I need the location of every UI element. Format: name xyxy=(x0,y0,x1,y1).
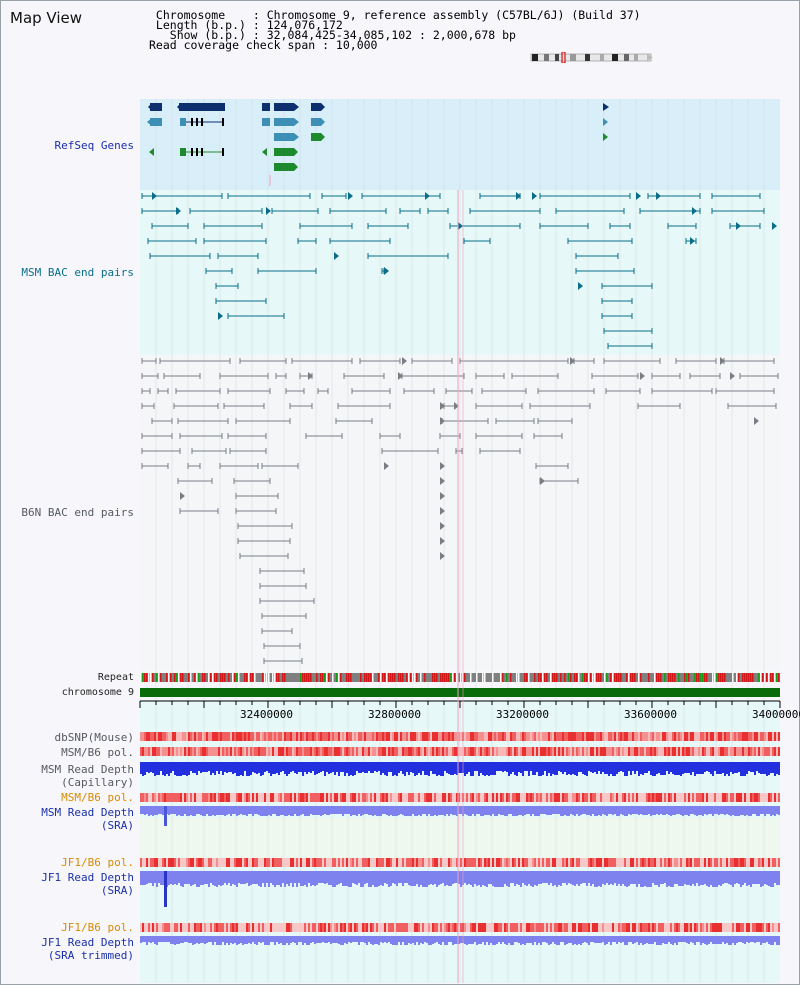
chromosome-bar xyxy=(140,688,780,697)
axis-tick-label: 32400000 xyxy=(240,708,293,721)
msm-bac-pairs xyxy=(141,192,777,349)
region-info: Chromosome : Chromosome 9, reference ass… xyxy=(149,8,641,52)
info-chromosome: Chromosome : Chromosome 9, reference ass… xyxy=(149,8,641,22)
page-title: Map View xyxy=(10,9,83,27)
track-label-jf1-depth-trimmed[interactable]: JF1 Read Depth (SRA trimmed) xyxy=(41,936,134,962)
track-label-line: JF1 Read Depth xyxy=(41,871,134,884)
track-label-refseq[interactable]: RefSeq Genes xyxy=(54,139,134,152)
track-label-line: (SRA) xyxy=(100,819,134,832)
track-label-msm-bac[interactable]: MSM BAC end pairs xyxy=(21,266,134,279)
track-label-line: (Capillary) xyxy=(61,776,134,789)
track-label-repeat: Repeat xyxy=(97,672,134,683)
track-label-jf1-b6-pol-2[interactable]: JF1/B6 pol. xyxy=(61,921,134,934)
b6n-bac-pairs xyxy=(141,357,779,664)
axis-tick-label: 33600000 xyxy=(624,708,677,721)
track-label-line: (SRA) xyxy=(100,884,134,897)
info-show-range: Show (b.p.) : 32,084,425-34,085,102 : 2,… xyxy=(149,28,516,42)
ideogram-region-marker xyxy=(561,52,566,63)
track-label-jf1-depth-sra[interactable]: JF1 Read Depth (SRA) xyxy=(41,871,134,897)
info-coverage-span: Read coverage check span : 10,000 xyxy=(149,38,378,52)
axis-tick-label: 32800000 xyxy=(368,708,421,721)
track-label-b6n-bac[interactable]: B6N BAC end pairs xyxy=(21,506,134,519)
track-label-msm-depth-sra[interactable]: MSM Read Depth (SRA) xyxy=(41,806,134,832)
track-label-line: JF1 Read Depth xyxy=(41,936,134,949)
quant-tracks xyxy=(140,732,780,945)
info-length: Length (b.p.) : 124,076,172 xyxy=(149,18,343,32)
track-label-jf1-b6-pol[interactable]: JF1/B6 pol. xyxy=(61,856,134,869)
axis-tick-label: 33200000 xyxy=(496,708,549,721)
track-label-line: (SRA trimmed) xyxy=(47,949,134,962)
grid-lines xyxy=(155,99,765,983)
refseq-genes xyxy=(147,103,609,186)
track-label-msm-b6-pol[interactable]: MSM/B6 pol. xyxy=(61,746,134,759)
track-label-line: MSM Read Depth xyxy=(41,763,134,776)
chromosome-ideogram[interactable] xyxy=(530,52,654,63)
track-label-dbsnp[interactable]: dbSNP(Mouse) xyxy=(54,731,134,744)
track-label-line: MSM Read Depth xyxy=(41,806,134,819)
track-label-msm-b6-pol-2[interactable]: MSM/B6 pol. xyxy=(61,791,134,804)
track-label-chromosome: chromosome 9 xyxy=(61,687,134,698)
track-label-msm-depth-capillary[interactable]: MSM Read Depth (Capillary) xyxy=(41,763,134,789)
axis-tick-label: 34000000 xyxy=(752,708,800,721)
axis-ticks xyxy=(139,701,781,708)
